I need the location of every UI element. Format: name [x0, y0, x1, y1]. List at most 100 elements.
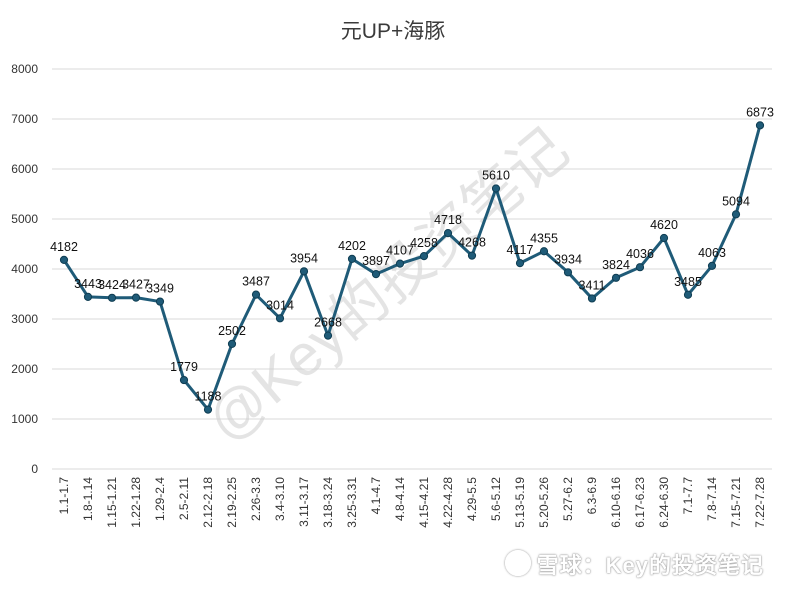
data-point [419, 252, 429, 261]
data-point [587, 294, 597, 303]
x-tick-label: 3.25-3.31 [345, 477, 359, 528]
x-tick-label: 1.8-1.14 [81, 477, 95, 521]
data-label: 4117 [507, 243, 534, 257]
data-point [203, 405, 213, 414]
y-tick-label: 5000 [11, 212, 38, 226]
x-tick-label: 7.8-7.14 [705, 477, 719, 521]
chart-title: 元UP+海豚 [341, 20, 445, 43]
data-point [275, 314, 285, 323]
data-label: 3934 [554, 252, 582, 266]
data-point [683, 290, 693, 299]
data-point [83, 292, 93, 301]
data-label: 4258 [410, 236, 438, 250]
data-label: 4620 [650, 218, 678, 232]
data-point [443, 229, 453, 238]
x-tick-label: 3.11-3.17 [297, 477, 311, 527]
x-tick-label: 5.27-6.2 [561, 477, 575, 521]
x-tick-label: 4.1-4.7 [369, 477, 383, 515]
data-label: 3014 [266, 298, 294, 312]
data-label: 4107 [386, 244, 414, 258]
data-point [227, 339, 237, 348]
data-label: 4036 [626, 247, 654, 261]
x-tick-label: 2.12-2.18 [201, 477, 215, 528]
data-point [491, 184, 501, 193]
y-tick-label: 2000 [11, 362, 38, 376]
y-tick-label: 7000 [11, 112, 38, 126]
data-point [467, 251, 477, 260]
data-label: 3411 [579, 278, 606, 292]
data-label: 3824 [602, 258, 630, 272]
y-tick-label: 4000 [11, 262, 38, 276]
x-tick-label: 4.22-4.28 [441, 477, 455, 528]
data-label: 3349 [146, 282, 174, 296]
x-tick-label: 5.6-5.12 [489, 477, 503, 521]
data-label: 4182 [50, 240, 78, 254]
data-point [611, 273, 621, 282]
watermark-bottom-text: 雪球：Key的投资笔记 [536, 553, 764, 578]
data-label: 4268 [458, 236, 486, 250]
x-tick-label: 3.18-3.24 [321, 477, 335, 528]
watermark-bottom: 雪球：Key的投资笔记 [504, 548, 764, 580]
data-label: 1188 [195, 390, 222, 404]
data-point [155, 297, 165, 306]
y-tick-label: 3000 [11, 312, 38, 326]
data-point [563, 268, 573, 277]
series-points [59, 121, 765, 414]
data-point [131, 293, 141, 302]
data-label: 3427 [122, 278, 150, 292]
x-tick-label: 2.26-3.3 [249, 477, 263, 521]
x-tick-label: 1.22-1.28 [129, 477, 143, 528]
x-tick-label: 1.15-1.21 [105, 477, 119, 528]
data-point [347, 254, 357, 263]
x-tick-label: 1.1-1.7 [57, 477, 71, 515]
data-point [395, 259, 405, 268]
x-tick-label: 6.10-6.16 [609, 477, 623, 528]
data-label: 3424 [98, 278, 126, 292]
data-point [107, 293, 117, 302]
data-point [251, 290, 261, 299]
x-tick-label: 7.15-7.21 [729, 477, 743, 528]
data-label: 5094 [722, 194, 750, 208]
series-line [62, 124, 762, 412]
y-tick-label: 1000 [11, 412, 38, 426]
data-point [755, 121, 765, 130]
x-tick-label: 6.24-6.30 [657, 477, 671, 528]
data-point [371, 270, 381, 279]
data-point [59, 255, 69, 264]
data-label: 3954 [290, 251, 318, 265]
x-tick-label: 4.15-4.21 [417, 477, 431, 528]
y-tick-label: 0 [31, 462, 38, 476]
x-tick-label: 7.1-7.7 [681, 477, 695, 515]
data-label: 2668 [314, 316, 342, 330]
data-label: 4718 [434, 213, 462, 227]
data-point [635, 263, 645, 272]
data-point [299, 267, 309, 276]
y-axis-ticks: 0 1000 2000 3000 4000 5000 6000 7000 8000 [11, 62, 38, 476]
data-label: 3443 [74, 277, 102, 291]
y-tick-label: 8000 [11, 62, 38, 76]
x-axis-ticks: 1.1-1.7 1.8-1.14 1.15-1.21 1.22-1.28 1.29-2.… [57, 477, 767, 528]
gridlines [52, 68, 772, 470]
x-tick-label: 2.5-2.11 [177, 477, 191, 520]
x-tick-label: 6.3-6.9 [585, 477, 599, 515]
snowball-logo-icon [504, 550, 531, 576]
data-label: 2502 [218, 324, 246, 338]
data-label: 4355 [530, 231, 558, 245]
data-point [731, 210, 741, 219]
data-point [515, 259, 525, 268]
data-label: 5610 [482, 169, 510, 183]
data-label: 3487 [242, 275, 270, 289]
x-tick-label: 5.13-5.19 [513, 477, 527, 528]
data-point [659, 233, 669, 243]
data-label: 4063 [698, 246, 726, 260]
series-polyline [62, 124, 762, 412]
data-point [179, 375, 189, 385]
data-label: 3485 [674, 275, 702, 289]
x-tick-label: 6.17-6.23 [633, 477, 647, 528]
x-tick-label: 5.20-5.26 [537, 477, 551, 528]
data-point [323, 331, 333, 340]
x-tick-label: 1.29-2.4 [153, 477, 167, 521]
data-label: 4202 [338, 239, 366, 253]
data-label: 6873 [746, 105, 774, 119]
